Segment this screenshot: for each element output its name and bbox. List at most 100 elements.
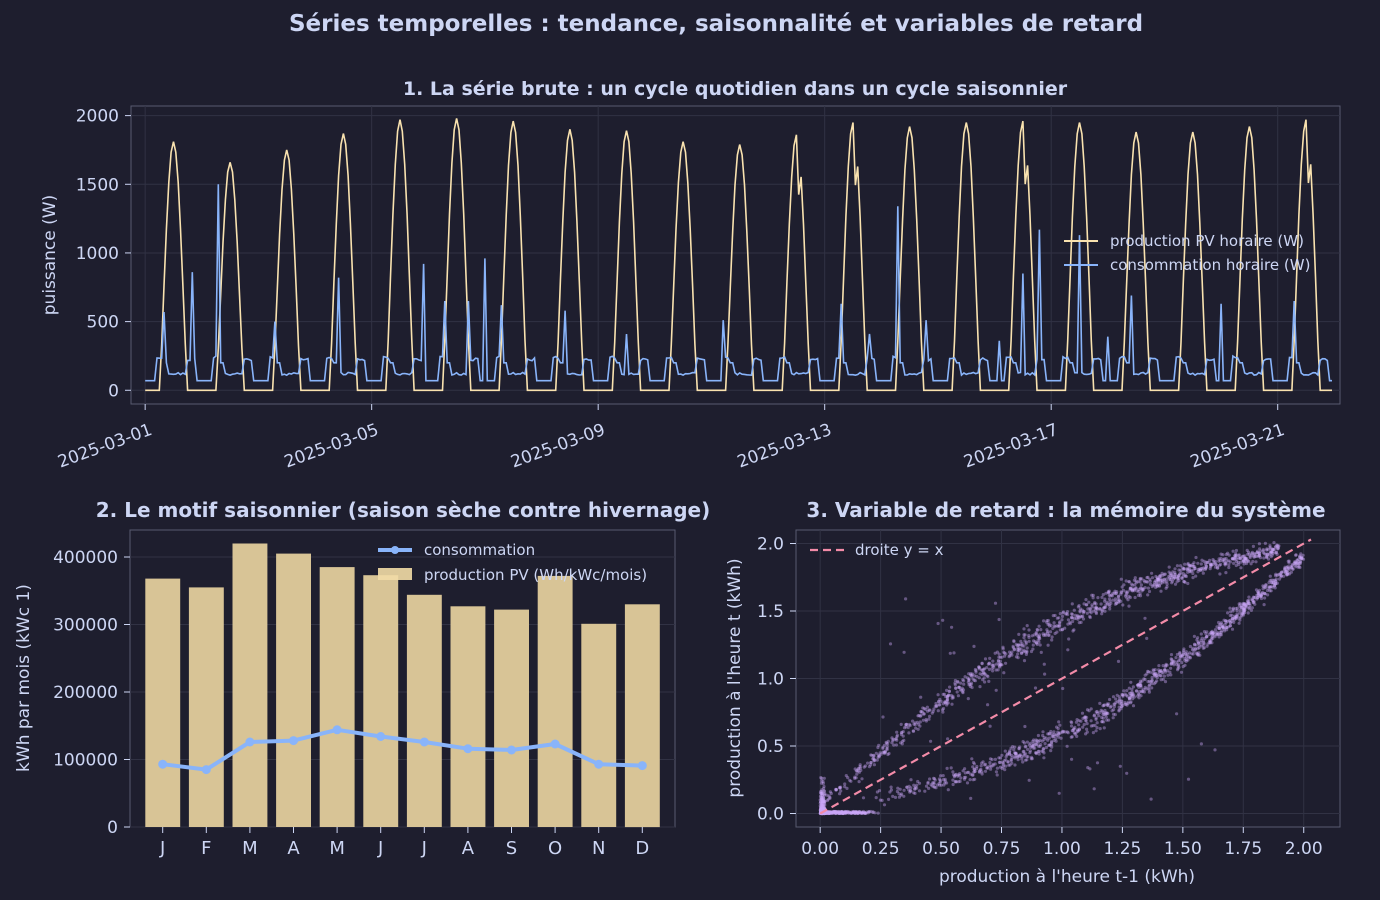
lag-falling-point <box>1089 724 1093 728</box>
lag-falling-point <box>1037 749 1041 754</box>
lag-rising-point <box>947 689 952 694</box>
lag-falling-point <box>1199 638 1203 642</box>
lag-rising-point <box>1116 594 1121 598</box>
lag-rising-point <box>1094 602 1098 606</box>
consumption-series-line <box>145 184 1332 382</box>
lag-falling-point <box>1205 635 1209 639</box>
lag-zero-h-point <box>841 811 845 815</box>
lag-falling-point <box>1217 623 1221 627</box>
lag-rising-point <box>1196 567 1200 572</box>
lag-zero-h-point <box>826 811 830 815</box>
lag-rising-point <box>968 682 972 686</box>
lag-rising-point <box>899 732 904 737</box>
lag-rising-point <box>1012 639 1016 643</box>
lag-falling-point <box>1144 687 1148 691</box>
lag-rising-point <box>1182 567 1186 571</box>
lag-falling-point <box>1208 639 1212 643</box>
lag-falling-point <box>1075 729 1080 734</box>
lag-falling-point <box>1282 574 1286 578</box>
lag-falling-point <box>1121 703 1125 707</box>
lag-zero-v-point <box>821 800 825 804</box>
lag-falling-point <box>1139 681 1143 685</box>
lag-rising-point <box>1242 562 1246 566</box>
lag-falling-point <box>907 788 911 792</box>
lag-zero-v-point <box>820 802 824 806</box>
lag-rising-point <box>1162 572 1166 577</box>
lag-rising-point <box>1022 648 1026 652</box>
lag-falling-point <box>1147 690 1151 694</box>
lag-falling-point <box>1021 740 1025 744</box>
lag-rising-point <box>1186 563 1190 567</box>
lag-zero-h-point <box>830 810 834 815</box>
lag-falling-point <box>1132 695 1136 699</box>
lag-falling-point <box>1199 632 1203 636</box>
lag-outlier-point <box>997 617 1001 622</box>
lag-falling-point <box>1102 720 1106 724</box>
lag-rising-point <box>1134 581 1138 585</box>
lag-rising-point <box>1058 612 1062 616</box>
lag-rising-point <box>1241 559 1246 563</box>
lag-rising-point <box>1004 661 1008 665</box>
lag-rising-point <box>874 751 878 755</box>
lag-zero-v-point <box>820 800 824 805</box>
lag-falling-point <box>1083 715 1087 719</box>
lag-falling-point <box>1245 605 1249 609</box>
lag-rising-point <box>1254 554 1258 559</box>
lag-falling-point <box>1139 685 1143 689</box>
lag-rising-point <box>997 652 1001 656</box>
lag-falling-point <box>1247 602 1251 606</box>
lag-rising-point <box>1186 570 1190 574</box>
lag-falling-point <box>1203 636 1207 641</box>
lag-rising-point <box>1116 595 1120 599</box>
lag-rising-point <box>1202 559 1206 564</box>
lag-falling-point <box>1295 561 1299 565</box>
lag-falling-point <box>1204 632 1208 636</box>
lag-falling-point <box>1025 740 1029 744</box>
lag-falling-point <box>1213 628 1217 632</box>
lag-rising-point <box>986 674 990 679</box>
lag-rising-point <box>1078 615 1082 620</box>
lag-falling-point <box>1224 626 1229 630</box>
lag-rising-point <box>1019 643 1023 647</box>
lag-outlier-point <box>888 642 893 646</box>
lag-falling-point <box>1151 668 1155 672</box>
lag-rising-point <box>1181 574 1185 578</box>
lag-falling-point <box>1154 680 1158 685</box>
lag-rising-point <box>996 668 1000 672</box>
lag-falling-point <box>1171 660 1175 664</box>
lag-zero-v-point <box>823 801 827 805</box>
lag-outlier-point <box>1011 745 1015 749</box>
lag-rising-point <box>1272 548 1276 552</box>
lag-rising-point <box>982 670 986 675</box>
lag-rising-point <box>982 667 986 671</box>
lag-zero-h-point <box>839 811 844 815</box>
lag-rising-point <box>1074 616 1078 620</box>
lag-falling-point <box>1169 657 1173 661</box>
lag-rising-point <box>1242 560 1246 564</box>
lag-rising-point <box>1165 585 1169 589</box>
lag-zero-h-point <box>857 810 861 814</box>
lag-falling-point <box>1241 601 1245 606</box>
lag-falling-point <box>1237 621 1241 625</box>
lag-falling-point <box>1017 746 1021 751</box>
panel-lag-ylabel: production à l'heure t (kWh) <box>725 558 745 797</box>
lag-falling-point <box>1042 738 1046 742</box>
production-bar-9 <box>537 575 573 827</box>
lag-zero-h-point <box>841 810 845 815</box>
lag-falling-point <box>1297 565 1301 569</box>
lag-falling-point <box>1259 596 1264 601</box>
seasonal-xtick-label-6: J <box>421 838 427 859</box>
lag-rising-point <box>1200 568 1205 572</box>
lag-rising-point <box>1091 593 1095 598</box>
lag-rising-point <box>1161 573 1165 577</box>
lag-falling-point <box>955 780 959 784</box>
lag-falling-point <box>989 767 993 771</box>
lag-falling-point <box>1237 604 1242 608</box>
seasonal-xtick-label-7: A <box>462 838 475 859</box>
lag-falling-point <box>1174 662 1178 666</box>
lag-outlier-point <box>1002 671 1006 675</box>
lag-zero-h-point <box>853 810 858 814</box>
lag-rising-point <box>1191 576 1195 580</box>
lag-rising-point <box>1173 572 1177 576</box>
lag-rising-point <box>1046 633 1051 638</box>
